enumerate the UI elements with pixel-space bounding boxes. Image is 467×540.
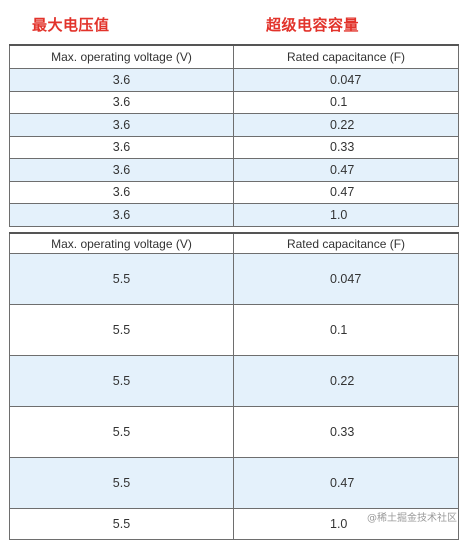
capacitance-column-header: Rated capacitance (F) <box>233 44 459 69</box>
table-header-row: Max. operating voltage (V) Rated capacit… <box>9 44 459 69</box>
capacitance-cell: 0.22 <box>233 355 459 407</box>
capacitance-cell: 0.47 <box>233 158 459 182</box>
voltage-cell: 3.6 <box>9 90 234 114</box>
table-row: 5.5 0.047 <box>9 253 459 305</box>
voltage-cell: 3.6 <box>9 203 234 227</box>
voltage-cell: 3.6 <box>9 158 234 182</box>
table-row: 5.5 0.22 <box>9 355 459 407</box>
voltage-cell: 5.5 <box>9 304 234 356</box>
voltage-cell: 3.6 <box>9 113 234 137</box>
voltage-cell: 5.5 <box>9 253 234 305</box>
capacitance-cell: 0.47 <box>233 180 459 204</box>
voltage-cell: 5.5 <box>9 457 234 509</box>
voltage-column-header: Max. operating voltage (V) <box>9 44 234 69</box>
table-row: 3.6 0.22 <box>9 113 459 137</box>
table-row: 5.5 0.33 <box>9 406 459 458</box>
table-row: 3.6 0.47 <box>9 158 459 182</box>
table-row: 5.5 0.1 <box>9 304 459 356</box>
voltage-cell: 3.6 <box>9 180 234 204</box>
spec-table-5v5: Max. operating voltage (V) Rated capacit… <box>9 232 459 540</box>
capacitance-cell: 0.1 <box>233 304 459 356</box>
voltage-cell: 5.5 <box>9 406 234 458</box>
capacitance-cell: 0.47 <box>233 457 459 509</box>
voltage-cell: 5.5 <box>9 355 234 407</box>
capacitance-cell: 0.047 <box>233 253 459 305</box>
capacitance-heading: 超级电容容量 <box>266 16 360 34</box>
capacitance-cell: 1.0 <box>233 203 459 227</box>
voltage-column-header: Max. operating voltage (V) <box>9 232 234 254</box>
table-row: 3.6 0.33 <box>9 135 459 159</box>
table-row: 5.5 0.47 <box>9 457 459 509</box>
voltage-cell: 5.5 <box>9 508 234 540</box>
capacitance-cell: 0.33 <box>233 406 459 458</box>
table-row: 3.6 1.0 <box>9 203 459 227</box>
capacitance-cell: 0.22 <box>233 113 459 137</box>
voltage-cell: 3.6 <box>9 68 234 92</box>
table-row: 5.5 1.0 <box>9 508 459 540</box>
spec-table-3v6: Max. operating voltage (V) Rated capacit… <box>9 44 459 227</box>
max-voltage-heading: 最大电压值 <box>32 16 110 34</box>
capacitance-column-header: Rated capacitance (F) <box>233 232 459 254</box>
voltage-cell: 3.6 <box>9 135 234 159</box>
capacitance-cell: 0.33 <box>233 135 459 159</box>
capacitance-cell: 0.1 <box>233 90 459 114</box>
table-header-row: Max. operating voltage (V) Rated capacit… <box>9 232 459 254</box>
capacitance-cell: 0.047 <box>233 68 459 92</box>
watermark-text: @稀土掘金技术社区 <box>367 509 457 524</box>
table-row: 3.6 0.047 <box>9 68 459 92</box>
table-row: 3.6 0.1 <box>9 90 459 114</box>
table-row: 3.6 0.47 <box>9 180 459 204</box>
